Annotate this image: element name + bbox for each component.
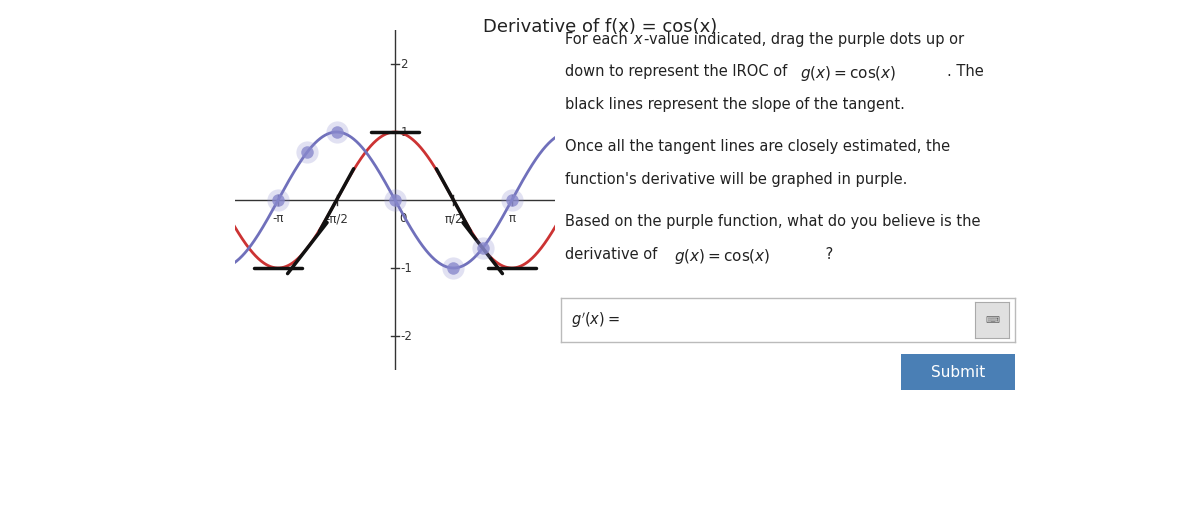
Text: . The: . The [947,65,983,79]
Text: black lines represent the slope of the tangent.: black lines represent the slope of the t… [565,97,905,112]
Text: function's derivative will be graphed in purple.: function's derivative will be graphed in… [565,172,907,187]
Text: -π/2: -π/2 [325,212,348,225]
Text: ?: ? [821,247,833,262]
Text: ⌨: ⌨ [985,315,1000,325]
Text: derivative of: derivative of [565,247,662,262]
Text: $g'(x) =$: $g'(x) =$ [571,310,620,330]
Text: π/2: π/2 [444,212,463,225]
Text: 0: 0 [400,212,407,225]
Text: Based on the purple function, what do you believe is the: Based on the purple function, what do yo… [565,214,980,229]
Text: 1: 1 [401,125,408,139]
Text: -π: -π [272,212,283,225]
Text: Once all the tangent lines are closely estimated, the: Once all the tangent lines are closely e… [565,139,950,154]
Text: For each: For each [565,32,632,47]
Text: x: x [634,32,642,47]
Text: -1: -1 [401,262,413,274]
Text: $g(x) = \cos(x)$: $g(x) = \cos(x)$ [674,247,770,266]
Text: -2: -2 [401,330,413,343]
Text: Derivative of f(x) = cos(x): Derivative of f(x) = cos(x) [482,18,718,36]
Text: Submit: Submit [931,365,985,380]
Text: 2: 2 [401,57,408,71]
Text: π: π [509,212,515,225]
Text: $g(x) = \cos(x)$: $g(x) = \cos(x)$ [800,65,896,83]
Text: down to represent the IROC of: down to represent the IROC of [565,65,792,79]
Text: -value indicated, drag the purple dots up or: -value indicated, drag the purple dots u… [644,32,965,47]
